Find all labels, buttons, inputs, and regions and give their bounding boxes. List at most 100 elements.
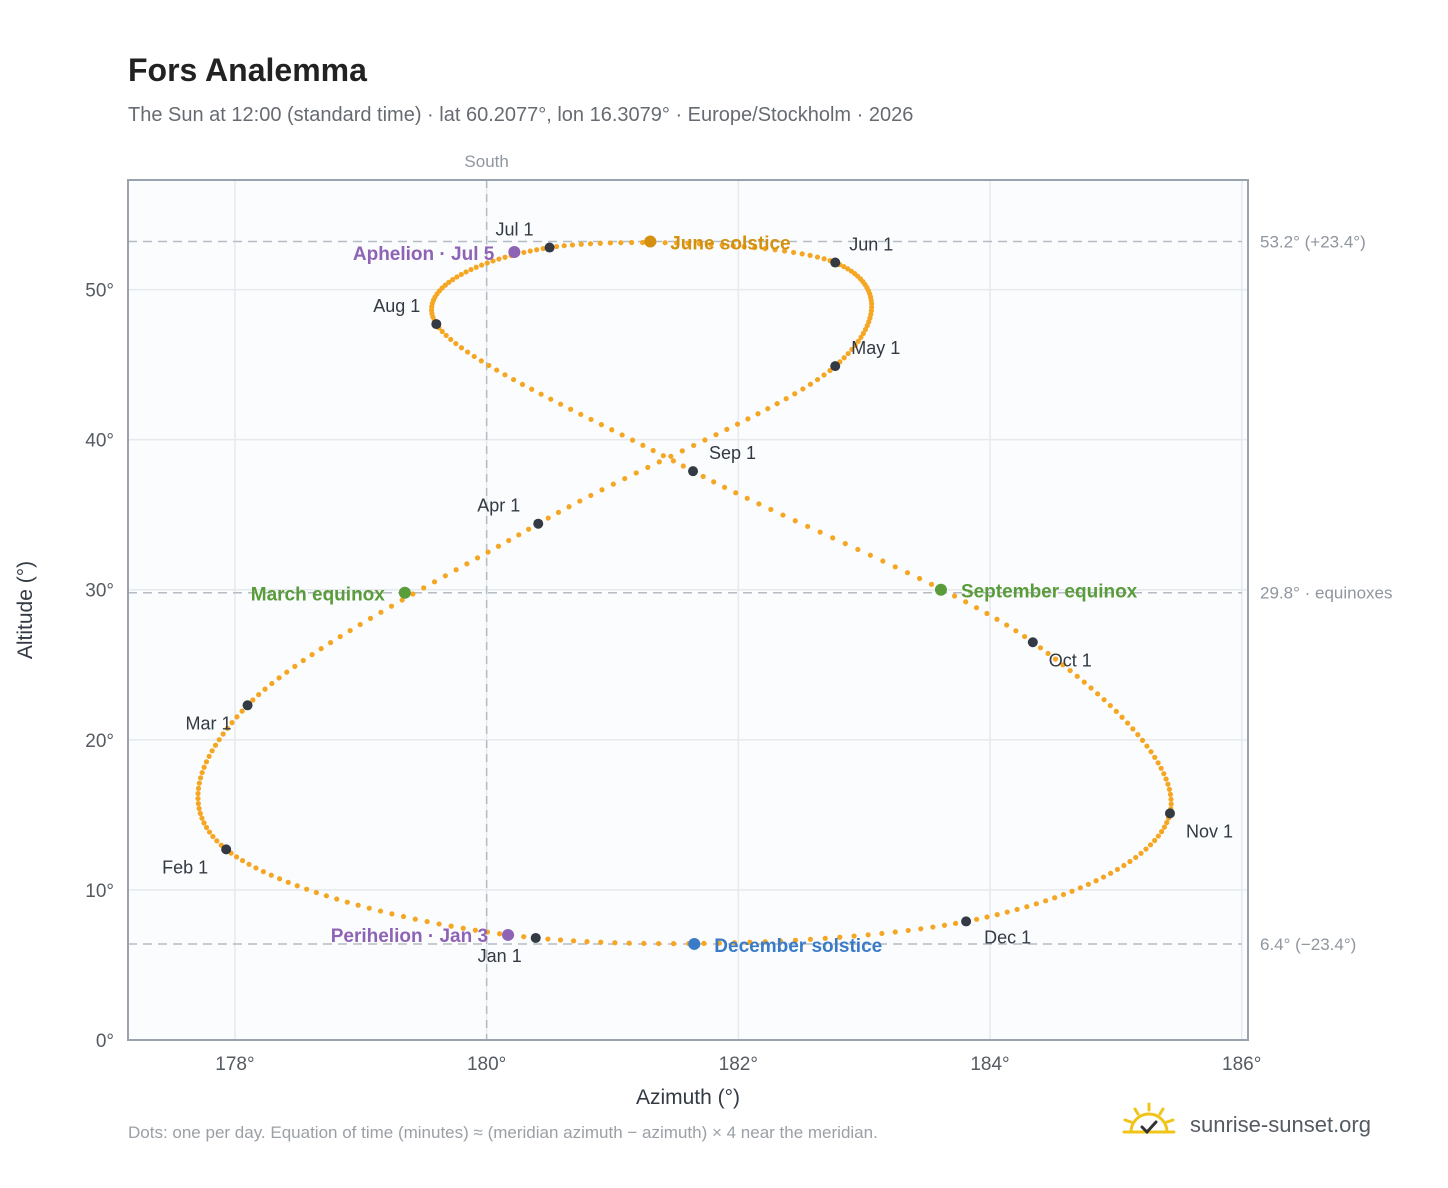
daily-dot (490, 258, 496, 264)
daily-dot (516, 532, 522, 538)
daily-dot (344, 899, 350, 905)
daily-dot (619, 432, 625, 438)
daily-dot (424, 918, 430, 925)
daily-dot (196, 780, 202, 786)
chart-footnote: Dots: one per day. Equation of time (min… (128, 1123, 878, 1142)
daily-dot (484, 929, 491, 935)
daily-dot (1095, 691, 1101, 697)
daily-dot (701, 940, 707, 946)
month-marker (544, 242, 555, 253)
daily-dot (724, 426, 730, 432)
daily-dot (1148, 749, 1154, 755)
daily-dot (224, 725, 231, 731)
daily-dot (670, 458, 677, 464)
daily-dot (534, 247, 540, 253)
daily-dot (260, 869, 267, 875)
month-label: Mar 1 (186, 713, 232, 733)
daily-dot (716, 940, 722, 946)
daily-dot (458, 271, 464, 278)
plot-frame (127, 179, 1249, 1041)
daily-dot (210, 833, 216, 840)
brand-name: sunrise-sunset.org (1190, 1112, 1371, 1137)
daily-dot (197, 810, 203, 816)
daily-dot (713, 432, 719, 438)
daily-dot (700, 473, 706, 480)
daily-dot (197, 775, 204, 781)
daily-dot (214, 838, 220, 844)
daily-dot (453, 567, 459, 573)
daily-dot (628, 239, 635, 246)
daily-dot (412, 916, 418, 922)
brand[interactable]: sunrise-sunset.org (1120, 1100, 1400, 1150)
month-label: May 1 (851, 338, 900, 358)
month-marker (533, 518, 544, 529)
daily-dot (337, 634, 343, 640)
daily-dot (1081, 679, 1087, 685)
daily-dot (865, 932, 871, 938)
daily-dot (568, 406, 574, 412)
daily-dot (446, 279, 452, 285)
daily-dot (1108, 870, 1114, 876)
daily-dot (1093, 878, 1099, 884)
daily-dot (629, 437, 636, 443)
x-tick-label: 178° (215, 1054, 254, 1075)
daily-dot (762, 246, 768, 252)
daily-dot (1130, 726, 1136, 732)
daily-dot (448, 336, 454, 343)
daily-dot (538, 391, 544, 397)
daily-dot (246, 861, 252, 867)
daily-dot (269, 680, 275, 687)
daily-dot (506, 537, 512, 544)
daily-dot (867, 552, 873, 558)
daily-dot (791, 249, 797, 256)
daily-dot (519, 381, 526, 387)
daily-dot (1164, 819, 1170, 826)
daily-dot (276, 675, 282, 681)
daily-dot (777, 938, 783, 944)
daily-dot (529, 386, 535, 392)
daily-dot (1100, 874, 1107, 880)
daily-dot (805, 523, 811, 530)
daily-dot (239, 708, 245, 714)
daily-dot (984, 914, 990, 920)
daily-dot (1024, 904, 1030, 910)
daily-dot (318, 646, 324, 652)
daily-dot (673, 240, 680, 246)
daily-dot (555, 509, 562, 515)
daily-dot (199, 769, 205, 776)
daily-dot (951, 593, 958, 599)
daily-dot (719, 242, 725, 248)
daily-dot (650, 447, 656, 454)
daily-dot (1152, 837, 1158, 844)
daily-dot (807, 381, 814, 387)
daily-dot (691, 442, 697, 449)
daily-dot (974, 916, 980, 922)
daily-dot (807, 936, 814, 942)
daily-dot (566, 504, 572, 510)
daily-dot (1014, 906, 1020, 913)
daily-dot (607, 240, 613, 246)
month-label: Nov 1 (1186, 821, 1233, 841)
daily-dot (206, 753, 212, 759)
daily-dot (304, 886, 310, 892)
daily-dot (577, 498, 583, 504)
month-marker (961, 916, 972, 927)
daily-dot (879, 930, 885, 937)
daily-dot (668, 453, 674, 459)
daily-dot (1077, 885, 1083, 891)
daily-dot (587, 241, 594, 247)
daily-dot (783, 396, 789, 402)
daily-dot (431, 579, 438, 585)
daily-dot (662, 240, 668, 246)
daily-dot (458, 345, 465, 351)
daily-dot (1052, 895, 1058, 901)
daily-dot (730, 243, 736, 249)
daily-dot (220, 731, 226, 737)
daily-dot (984, 610, 990, 617)
daily-dot (680, 463, 686, 469)
daily-dot (521, 249, 527, 256)
daily-dot (1138, 850, 1144, 856)
x-tick-label: 182° (719, 1054, 758, 1075)
daily-dot (570, 938, 577, 944)
daily-dot (234, 714, 240, 720)
